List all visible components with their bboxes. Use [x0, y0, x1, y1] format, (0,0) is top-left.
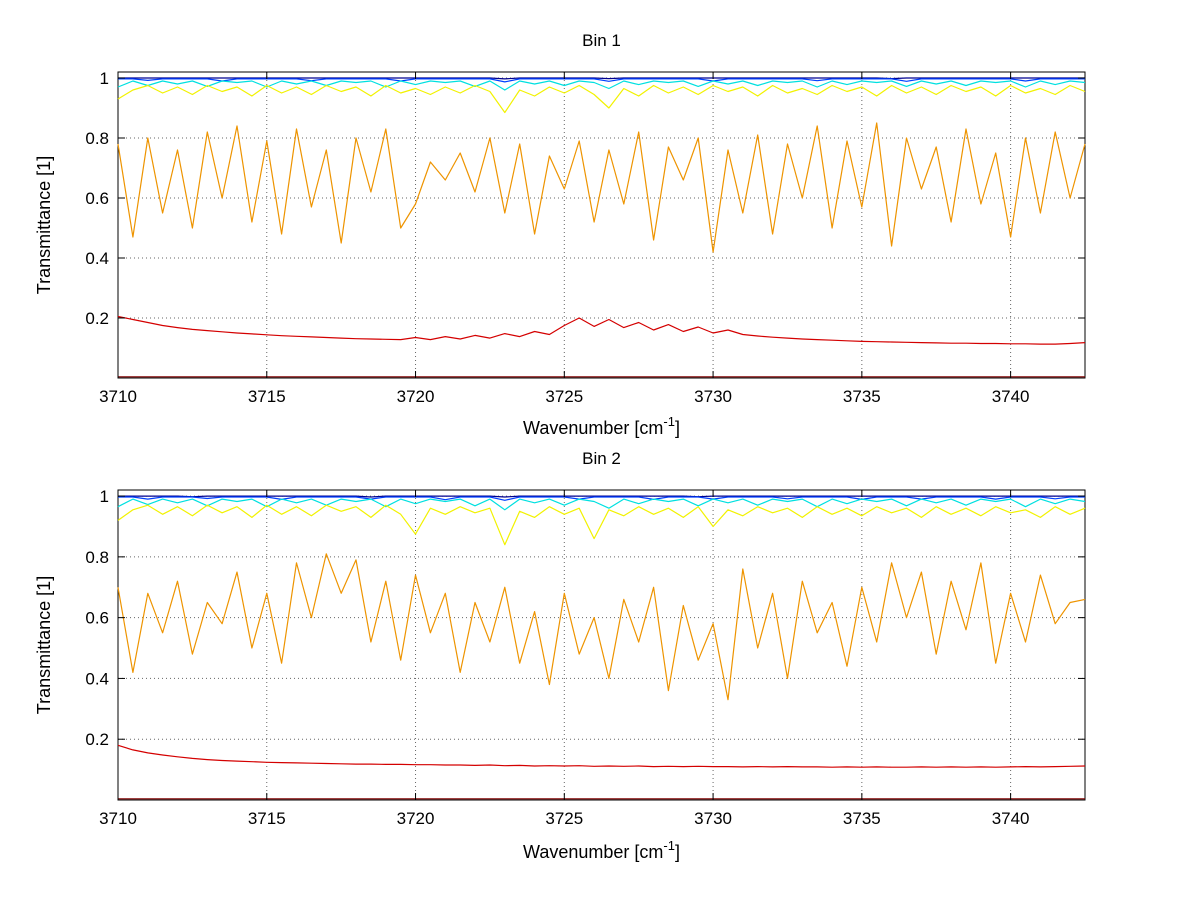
y-axis-label: Transmittance [1]	[34, 156, 54, 294]
y-tick-label: 0.6	[85, 609, 109, 628]
y-tick-label: 0.8	[85, 129, 109, 148]
x-tick-label: 3710	[99, 387, 137, 406]
x-tick-label: 3730	[694, 809, 732, 828]
x-tick-label: 3735	[843, 387, 881, 406]
x-tick-label: 3715	[248, 387, 286, 406]
axes-box	[117, 489, 1086, 801]
y-tick-label: 0.2	[85, 309, 109, 328]
x-tick-label: 3725	[545, 809, 583, 828]
x-axis-label: Wavenumber [cm-1]	[523, 838, 680, 862]
series-line-cyan-transmittance	[117, 80, 1086, 91]
series-line-orange-transmittance	[117, 553, 1086, 701]
series-line-navy-flat-transmittance	[118, 77, 1085, 80]
series-line-navy-flat-transmittance	[118, 495, 1085, 498]
axes-box	[117, 71, 1086, 379]
y-axis-label: Transmittance [1]	[34, 576, 54, 714]
x-tick-label: 3710	[99, 809, 137, 828]
series-line-red-transmittance	[117, 315, 1086, 345]
series-line-yellow-transmittance	[117, 84, 1086, 114]
x-tick-label: 3715	[248, 809, 286, 828]
y-tick-label: 0.2	[85, 730, 109, 749]
x-tick-label: 3740	[992, 387, 1030, 406]
y-tick-label: 0.8	[85, 548, 109, 567]
series-line-blue-transmittance	[118, 78, 1085, 83]
x-tick-label: 3725	[545, 387, 583, 406]
subplot-bin-2: 3710 3715 3720 3725 3730 3735 3740 0.2 0.4 0.6 0.8…	[34, 449, 1086, 862]
y-tick-label: 0.4	[85, 249, 109, 268]
x-tick-label: 3730	[694, 387, 732, 406]
series-line-cyan-transmittance	[117, 498, 1086, 511]
x-tick-label: 3720	[397, 387, 435, 406]
y-tick-label: 0.4	[85, 669, 109, 688]
x-tick-label: 3740	[992, 809, 1030, 828]
series-line-orange-transmittance	[117, 122, 1086, 253]
series-line-yellow-transmittance	[117, 504, 1086, 546]
x-axis-label: Wavenumber [cm-1]	[523, 414, 680, 438]
y-tick-label: 1	[100, 69, 109, 88]
y-tick-label: 1	[100, 487, 109, 506]
plot-title: Bin 1	[582, 31, 621, 50]
plot-title: Bin 2	[582, 449, 621, 468]
subplot-bin-1: 3710 3715 3720 3725 3730 3735 3740 0.2 0.4 0.6 0.8…	[34, 31, 1086, 438]
x-tick-label: 3720	[397, 809, 435, 828]
series-line-blue-transmittance	[118, 496, 1085, 501]
series-line-red-transmittance	[117, 744, 1086, 768]
y-tick-label: 0.6	[85, 189, 109, 208]
x-tick-label: 3735	[843, 809, 881, 828]
